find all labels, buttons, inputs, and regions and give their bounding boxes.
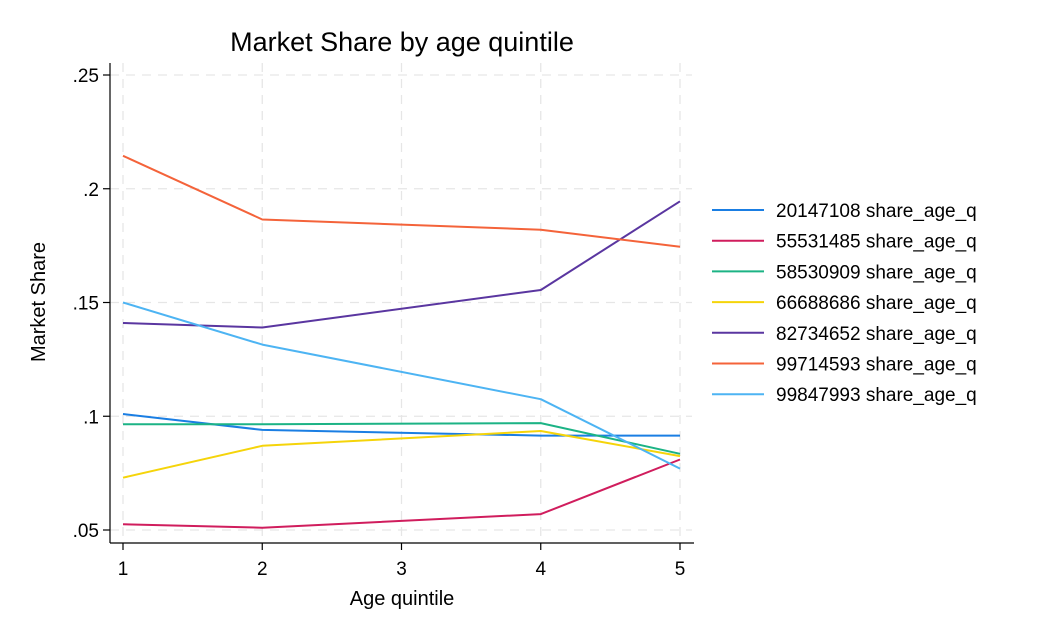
y-tick-label: .2 (83, 180, 99, 201)
series-line-1 (122, 413, 680, 437)
legend-item: 55531485 share_age_q (712, 232, 977, 253)
legend-label: 20147108 share_age_q (776, 201, 977, 222)
legend: 20147108 share_age_q 55531485 share_age_q… (712, 201, 977, 406)
series-lines (122, 154, 681, 529)
grid-lines (110, 63, 692, 543)
legend-item: 58530909 share_age_q (712, 262, 977, 283)
axis-ticks: .05 .1 .15 .2 .25 1 2 3 4 5 (73, 66, 686, 580)
legend-label: 66688686 share_age_q (776, 293, 977, 314)
legend-item: 66688686 share_age_q (712, 293, 977, 314)
y-tick-label: .1 (83, 407, 99, 428)
series-line-5 (122, 200, 681, 329)
series-line-2 (122, 458, 681, 529)
x-tick-label: 3 (396, 559, 407, 580)
legend-item: 99714593 share_age_q (712, 355, 977, 376)
x-tick-label: 5 (675, 559, 686, 580)
legend-item: 82734652 share_age_q (712, 324, 977, 345)
chart-title: Market Share by age quintile (230, 27, 574, 57)
series-line-4 (122, 430, 681, 479)
legend-label: 99714593 share_age_q (776, 355, 977, 376)
legend-label: 82734652 share_age_q (776, 324, 977, 345)
x-tick-label: 2 (257, 559, 268, 580)
y-tick-label: .25 (73, 66, 99, 87)
y-tick-label: .05 (73, 521, 99, 542)
x-tick-label: 4 (535, 559, 546, 580)
y-tick-label: .15 (73, 294, 99, 315)
y-axis-title: Market Share (28, 242, 50, 362)
legend-label: 55531485 share_age_q (776, 232, 977, 253)
series-line-3 (123, 422, 681, 455)
legend-item: 20147108 share_age_q (712, 201, 977, 222)
x-axis-title: Age quintile (350, 588, 455, 610)
legend-label: 99847993 share_age_q (776, 385, 977, 406)
legend-label: 58530909 share_age_q (776, 262, 977, 283)
legend-item: 99847993 share_age_q (712, 385, 977, 406)
series-line-6 (122, 154, 681, 248)
series-line-7 (122, 301, 681, 470)
x-tick-label: 1 (118, 559, 129, 580)
